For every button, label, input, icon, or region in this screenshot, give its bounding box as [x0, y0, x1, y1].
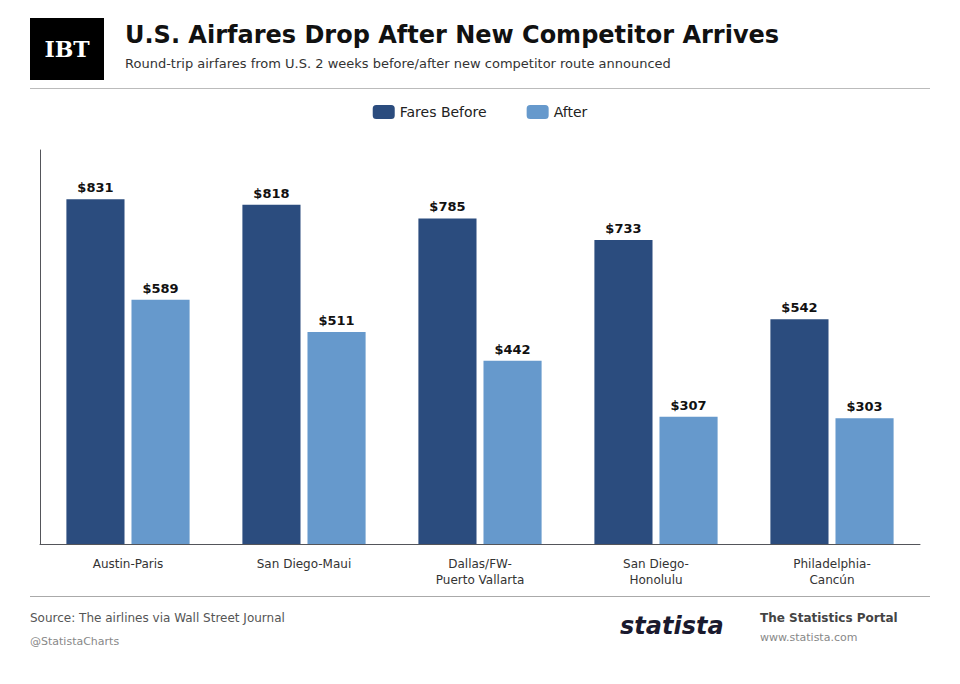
- svg-text:www.statista.com: www.statista.com: [760, 631, 857, 644]
- svg-text:$542: $542: [781, 300, 817, 315]
- svg-text:$511: $511: [318, 313, 354, 328]
- svg-text:Dallas/FW-: Dallas/FW-: [448, 557, 512, 571]
- svg-text:@StatistaCharts: @StatistaCharts: [30, 635, 119, 648]
- svg-text:Source: The airlines via Wall: Source: The airlines via Wall Street Jou…: [30, 611, 285, 625]
- svg-text:$442: $442: [494, 342, 530, 357]
- svg-text:After: After: [554, 104, 588, 120]
- svg-text:Puerto Vallarta: Puerto Vallarta: [436, 573, 524, 587]
- svg-text:Cancún: Cancún: [809, 573, 854, 587]
- svg-text:The Statistics Portal: The Statistics Portal: [760, 611, 898, 625]
- svg-text:Round-trip airfares from U.S.: Round-trip airfares from U.S. 2 weeks be…: [125, 56, 671, 71]
- svg-text:statista: statista: [620, 612, 724, 640]
- svg-text:IBT: IBT: [44, 36, 90, 62]
- svg-text:$785: $785: [429, 199, 465, 214]
- svg-text:San Diego-Maui: San Diego-Maui: [257, 557, 352, 571]
- svg-text:$733: $733: [605, 221, 641, 236]
- svg-text:Honolulu: Honolulu: [629, 573, 682, 587]
- svg-text:San Diego-: San Diego-: [623, 557, 689, 571]
- svg-text:Fares Before: Fares Before: [400, 104, 487, 120]
- svg-text:$589: $589: [142, 281, 178, 296]
- svg-text:Austin-Paris: Austin-Paris: [93, 557, 164, 571]
- svg-text:$818: $818: [253, 186, 289, 201]
- svg-text:Philadelphia-: Philadelphia-: [793, 557, 870, 571]
- svg-text:$303: $303: [846, 399, 882, 414]
- svg-text:U.S. Airfares Drop After New C: U.S. Airfares Drop After New Competitor …: [125, 21, 779, 49]
- svg-text:$831: $831: [77, 180, 113, 195]
- svg-text:$307: $307: [670, 398, 706, 413]
